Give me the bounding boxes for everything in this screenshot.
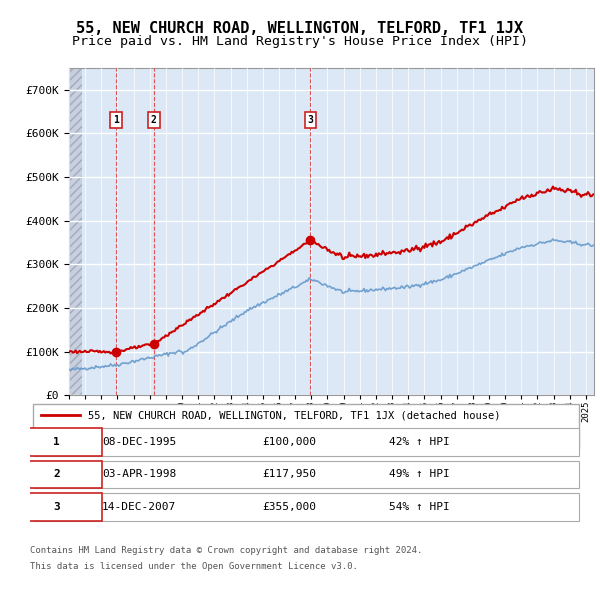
Text: 3: 3 — [308, 115, 313, 125]
Text: 03-APR-1998: 03-APR-1998 — [102, 470, 176, 479]
FancyBboxPatch shape — [33, 461, 579, 488]
Text: 55, NEW CHURCH ROAD, WELLINGTON, TELFORD, TF1 1JX: 55, NEW CHURCH ROAD, WELLINGTON, TELFORD… — [76, 21, 524, 35]
Text: Price paid vs. HM Land Registry's House Price Index (HPI): Price paid vs. HM Land Registry's House … — [72, 35, 528, 48]
Text: £100,000: £100,000 — [262, 437, 316, 447]
Text: Contains HM Land Registry data © Crown copyright and database right 2024.: Contains HM Land Registry data © Crown c… — [30, 546, 422, 555]
Text: £117,950: £117,950 — [262, 470, 316, 479]
FancyBboxPatch shape — [11, 428, 102, 455]
Text: 3: 3 — [53, 502, 60, 512]
Text: 49% ↑ HPI: 49% ↑ HPI — [389, 470, 449, 479]
FancyBboxPatch shape — [33, 493, 579, 520]
Text: HPI: Average price, detached house, Telford and Wrekin: HPI: Average price, detached house, Telf… — [88, 432, 425, 442]
Bar — [69, 68, 82, 395]
Text: 42% ↑ HPI: 42% ↑ HPI — [389, 437, 449, 447]
Text: 54% ↑ HPI: 54% ↑ HPI — [389, 502, 449, 512]
FancyBboxPatch shape — [11, 493, 102, 520]
Text: 2: 2 — [151, 115, 157, 125]
Text: 1: 1 — [53, 437, 60, 447]
FancyBboxPatch shape — [33, 404, 579, 449]
Text: 55, NEW CHURCH ROAD, WELLINGTON, TELFORD, TF1 1JX (detached house): 55, NEW CHURCH ROAD, WELLINGTON, TELFORD… — [88, 410, 500, 420]
FancyBboxPatch shape — [33, 428, 579, 455]
Text: 14-DEC-2007: 14-DEC-2007 — [102, 502, 176, 512]
FancyBboxPatch shape — [11, 461, 102, 488]
Text: 1: 1 — [113, 115, 119, 125]
Text: £355,000: £355,000 — [262, 502, 316, 512]
Text: 08-DEC-1995: 08-DEC-1995 — [102, 437, 176, 447]
Text: 2: 2 — [53, 470, 60, 479]
Text: This data is licensed under the Open Government Licence v3.0.: This data is licensed under the Open Gov… — [30, 562, 358, 571]
